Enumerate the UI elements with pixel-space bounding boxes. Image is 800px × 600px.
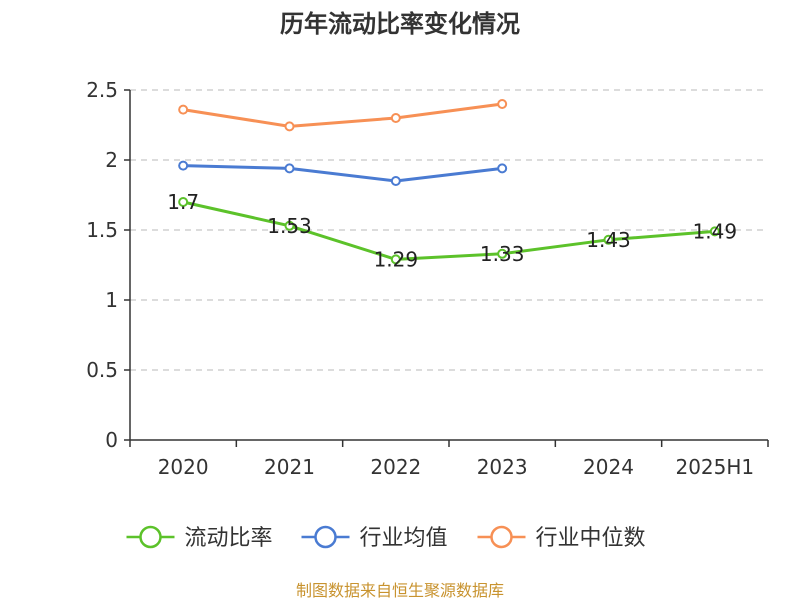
data-point bbox=[497, 163, 508, 174]
x-tick-label: 2022 bbox=[370, 455, 421, 479]
legend-marker-icon bbox=[490, 525, 513, 549]
legend-item[interactable]: 流动比率 bbox=[126, 525, 273, 551]
y-tick-label: 1 bbox=[105, 288, 118, 312]
legend: 流动比率 行业均值 行业中位数 bbox=[126, 525, 646, 551]
axes: 0 0.5 1 1.5 2 2.5 2020 2021 2022 2023 2024 2025H1 bbox=[86, 78, 769, 479]
data-label: 1.7 bbox=[167, 190, 199, 214]
data-point bbox=[497, 99, 508, 109]
data-label: 1.53 bbox=[267, 214, 312, 238]
data-point bbox=[284, 163, 295, 174]
data-point bbox=[390, 113, 401, 123]
series-line bbox=[181, 164, 504, 183]
data-point bbox=[284, 121, 295, 132]
x-tick-label: 2021 bbox=[264, 455, 315, 479]
data-point bbox=[284, 220, 295, 231]
y-tick-label: 2.5 bbox=[86, 78, 118, 102]
legend-item[interactable]: 行业中位数 bbox=[477, 525, 646, 551]
y-tick-label: 0 bbox=[105, 428, 118, 452]
data-label: 1.29 bbox=[374, 247, 419, 271]
x-tick-label: 2023 bbox=[477, 455, 528, 479]
data-point bbox=[178, 160, 189, 171]
data-label: 1.43 bbox=[586, 228, 631, 252]
y-tick-label: 0.5 bbox=[86, 358, 118, 382]
series-line bbox=[181, 200, 717, 261]
data-point bbox=[709, 226, 720, 237]
data-point bbox=[178, 104, 189, 115]
data-point bbox=[390, 176, 401, 186]
data-label: 1.49 bbox=[693, 219, 738, 243]
data-label: 1.33 bbox=[480, 242, 525, 266]
y-tick-label: 2 bbox=[105, 148, 118, 172]
legend-label: 流动比率 bbox=[185, 526, 273, 551]
x-tick-label: 2020 bbox=[158, 455, 209, 479]
legend-label: 行业均值 bbox=[360, 526, 448, 551]
data-point bbox=[603, 234, 614, 245]
series-lines bbox=[178, 99, 720, 265]
legend-label: 行业中位数 bbox=[536, 526, 646, 551]
series-line bbox=[181, 102, 504, 128]
x-tick-label: 2024 bbox=[583, 455, 634, 479]
chart-title: 历年流动比率变化情况 bbox=[280, 10, 520, 38]
data-point bbox=[178, 197, 189, 207]
y-tick-label: 1.5 bbox=[86, 218, 118, 242]
gridlines bbox=[130, 89, 768, 371]
x-tick-label: 2025H1 bbox=[675, 455, 754, 479]
data-point bbox=[497, 248, 508, 259]
data-point bbox=[390, 254, 401, 265]
data-labels: 1.7 1.53 1.29 1.33 1.43 1.49 bbox=[167, 190, 737, 271]
source-note: 制图数据来自恒生聚源数据库 bbox=[296, 581, 504, 600]
legend-marker-icon bbox=[139, 525, 162, 549]
legend-item[interactable]: 行业均值 bbox=[301, 525, 448, 551]
legend-marker-icon bbox=[314, 525, 337, 549]
